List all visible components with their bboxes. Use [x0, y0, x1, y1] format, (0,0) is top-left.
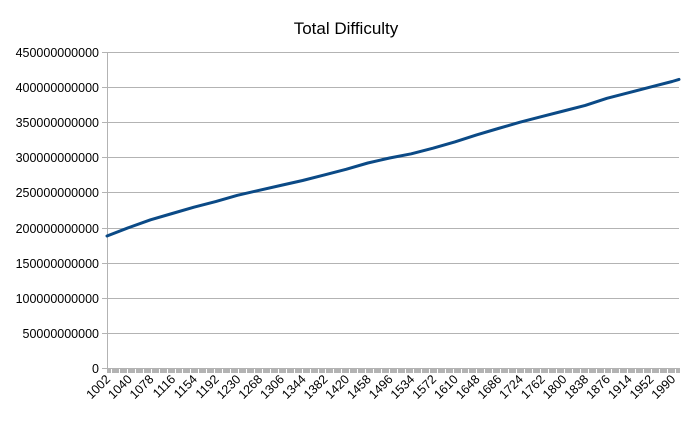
y-tick-label: 200000000000 [16, 222, 99, 236]
y-tick-label: 100000000000 [16, 292, 99, 306]
x-tick-label: 1876 [583, 372, 613, 402]
x-tick-label: 1458 [344, 372, 374, 402]
y-tick-label: 400000000000 [16, 81, 99, 95]
x-tick-label: 1610 [431, 372, 461, 402]
y-tick-label: 350000000000 [16, 116, 99, 130]
x-tick-label: 1914 [605, 372, 635, 402]
x-tick-label: 1838 [562, 372, 592, 402]
x-tick-label: 1078 [127, 372, 157, 402]
x-tick-label: 1040 [105, 372, 135, 402]
x-tick-label: 1344 [279, 372, 309, 402]
y-tick-label: 250000000000 [16, 186, 99, 200]
axes [102, 52, 680, 373]
x-tick-label: 1800 [540, 372, 570, 402]
tick-labels: 0 50000000000 100000000000 150000000000 2000… [16, 46, 679, 402]
y-tick-label: 50000000000 [23, 327, 100, 341]
x-tick-label: 1306 [257, 372, 287, 402]
x-tick-label: 1002 [84, 372, 114, 402]
x-tick-label: 1724 [497, 372, 527, 402]
x-tick-label: 1496 [366, 372, 396, 402]
x-tick-label: 1268 [236, 372, 266, 402]
x-tick-label: 1116 [150, 372, 178, 400]
x-tick-label: 1952 [627, 372, 657, 402]
series-layer [105, 77, 681, 238]
x-tick-label: 1990 [649, 372, 679, 402]
x-tick-label: 1762 [518, 372, 548, 402]
x-tick-label: 1572 [410, 372, 440, 402]
x-tick-label: 1648 [453, 372, 483, 402]
y-tick-label: 300000000000 [16, 151, 99, 165]
gridlines [107, 52, 679, 369]
chart-title: Total Difficulty [294, 19, 399, 38]
x-tick-label: 1420 [323, 372, 353, 402]
x-tick-label: 1534 [388, 372, 418, 402]
y-tick-label: 0 [92, 362, 99, 376]
x-tick-label: 1382 [301, 372, 331, 402]
x-tick-label: 1230 [214, 372, 244, 402]
x-tick-label: 1686 [475, 372, 505, 402]
x-tick-label: 1154 [171, 372, 200, 401]
y-tick-label: 450000000000 [16, 46, 99, 60]
series-line [105, 77, 681, 238]
y-tick-label: 150000000000 [16, 257, 99, 271]
